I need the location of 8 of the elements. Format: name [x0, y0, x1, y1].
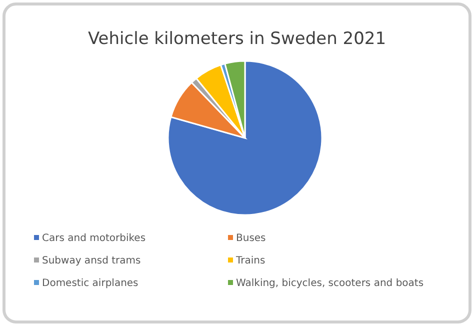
chart-title: Vehicle kilometers in Sweden 2021: [88, 29, 386, 49]
legend-label: Subway ansd trams: [42, 256, 141, 266]
legend-label: Buses: [236, 233, 266, 244]
pie-slice: [167, 60, 323, 216]
legend-label: Domestic airplanes: [42, 278, 138, 289]
legend-label: Cars and motorbikes: [42, 233, 146, 244]
legend-label: Walking, bicycles, scooters and boats: [236, 278, 424, 289]
legend-label: Trains: [235, 256, 266, 266]
